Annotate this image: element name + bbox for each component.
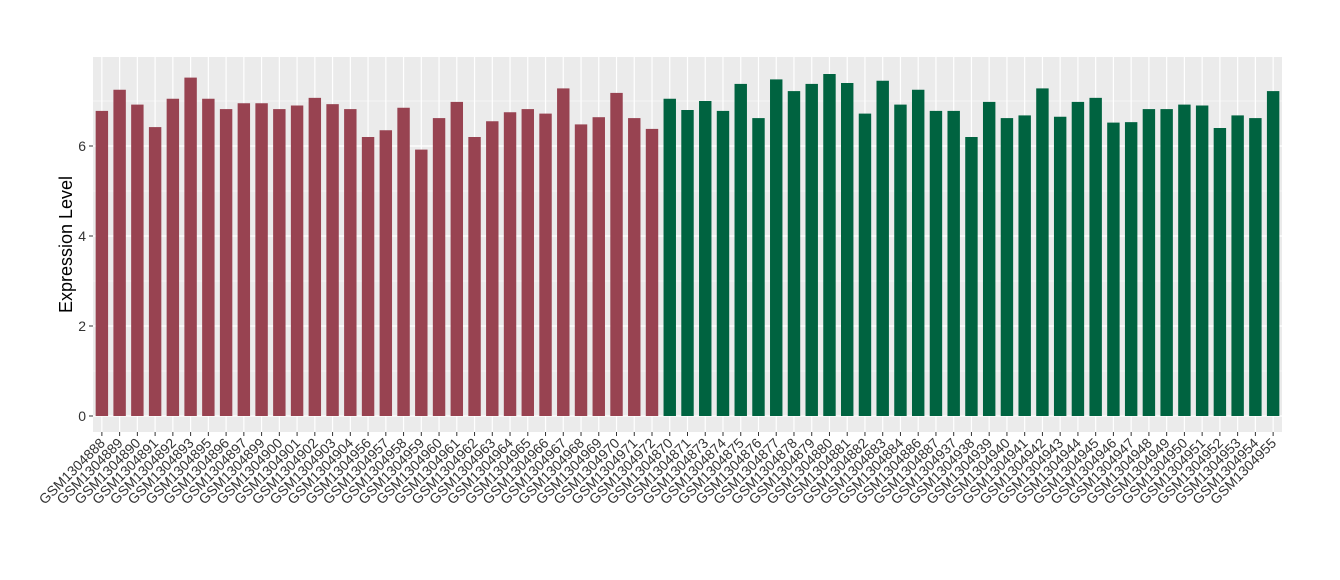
bar-GSM1304941 [1018, 115, 1031, 417]
bar-GSM1304964 [503, 112, 517, 416]
bar-GSM1304945 [1089, 97, 1102, 416]
bar-GSM1304870 [663, 98, 676, 416]
y-tick-label: 2 [78, 318, 86, 334]
y-tick-label: 6 [78, 138, 86, 154]
bar-GSM1304965 [521, 109, 534, 416]
y-tick-label: 0 [78, 408, 86, 424]
bar-GSM1304954 [1249, 118, 1262, 416]
bar-GSM1304967 [557, 88, 570, 417]
bar-GSM1304896 [219, 109, 233, 416]
bar-GSM1304891 [148, 127, 162, 416]
bar-GSM1304963 [486, 121, 499, 416]
bar-GSM1304875 [734, 83, 747, 417]
bar-GSM1304953 [1231, 115, 1244, 417]
bar-GSM1304874 [716, 110, 730, 417]
bar-GSM1304972 [645, 128, 659, 416]
bar-GSM1304947 [1124, 122, 1138, 417]
bar-GSM1304876 [752, 118, 765, 416]
bar-GSM1304938 [965, 137, 978, 416]
bar-GSM1304960 [432, 118, 446, 416]
bar-GSM1304939 [982, 101, 996, 417]
bar-GSM1304890 [131, 104, 144, 416]
bar-GSM1304884 [894, 104, 907, 416]
bar-GSM1304895 [202, 98, 215, 416]
bar-GSM1304956 [361, 137, 375, 416]
bar-GSM1304958 [397, 107, 410, 416]
bar-GSM1304969 [592, 117, 605, 416]
bar-GSM1304944 [1071, 101, 1085, 417]
bar-GSM1304902 [308, 97, 322, 416]
y-axis: 0 2 4 6 [78, 138, 93, 424]
bar-GSM1304952 [1213, 128, 1227, 416]
bar-GSM1304878 [787, 91, 801, 416]
bar-GSM1304900 [273, 109, 286, 416]
x-axis: GSM1304888GSM1304889GSM1304890GSM1304891… [36, 432, 1279, 507]
bar-GSM1304937 [947, 110, 960, 417]
bar-GSM1304893 [184, 77, 197, 416]
bar-GSM1304882 [858, 113, 872, 416]
bar-GSM1304892 [166, 98, 180, 416]
bar-GSM1304948 [1142, 109, 1156, 416]
bar-GSM1304968 [574, 124, 588, 417]
bar-GSM1304951 [1195, 105, 1209, 416]
bar-GSM1304889 [113, 89, 126, 416]
bar-GSM1304959 [415, 149, 428, 416]
bar-GSM1304962 [468, 137, 481, 416]
bar-GSM1304887 [929, 110, 943, 417]
bar-GSM1304886 [911, 89, 925, 416]
bar-GSM1304879 [805, 83, 818, 417]
bar-GSM1304957 [379, 130, 393, 416]
bar-GSM1304899 [255, 103, 268, 416]
bar-GSM1304880 [823, 74, 836, 416]
bar-GSM1304950 [1178, 104, 1191, 416]
bars [95, 74, 1280, 417]
bar-GSM1304946 [1107, 122, 1120, 416]
bar-GSM1304961 [450, 101, 464, 417]
bar-GSM1304904 [344, 109, 357, 416]
bar-GSM1304970 [610, 92, 623, 417]
bar-GSM1304943 [1053, 116, 1067, 416]
bar-GSM1304971 [628, 118, 641, 416]
bar-GSM1304901 [290, 105, 304, 416]
bar-GSM1304881 [841, 83, 854, 416]
bar-GSM1304897 [237, 103, 251, 416]
bar-GSM1304966 [539, 113, 552, 416]
bar-GSM1304942 [1036, 88, 1049, 417]
bar-GSM1304949 [1160, 109, 1173, 416]
bar-GSM1304877 [770, 79, 783, 417]
bar-GSM1304955 [1266, 91, 1280, 416]
bar-GSM1304871 [681, 110, 694, 416]
y-tick-label: 4 [78, 228, 86, 244]
bar-GSM1304903 [326, 104, 339, 417]
y-axis-title: Expression Level [56, 176, 76, 313]
bar-GSM1304883 [876, 80, 889, 416]
bar-GSM1304940 [1000, 118, 1014, 416]
bar-GSM1304873 [699, 101, 712, 416]
bar-GSM1304888 [95, 110, 109, 417]
